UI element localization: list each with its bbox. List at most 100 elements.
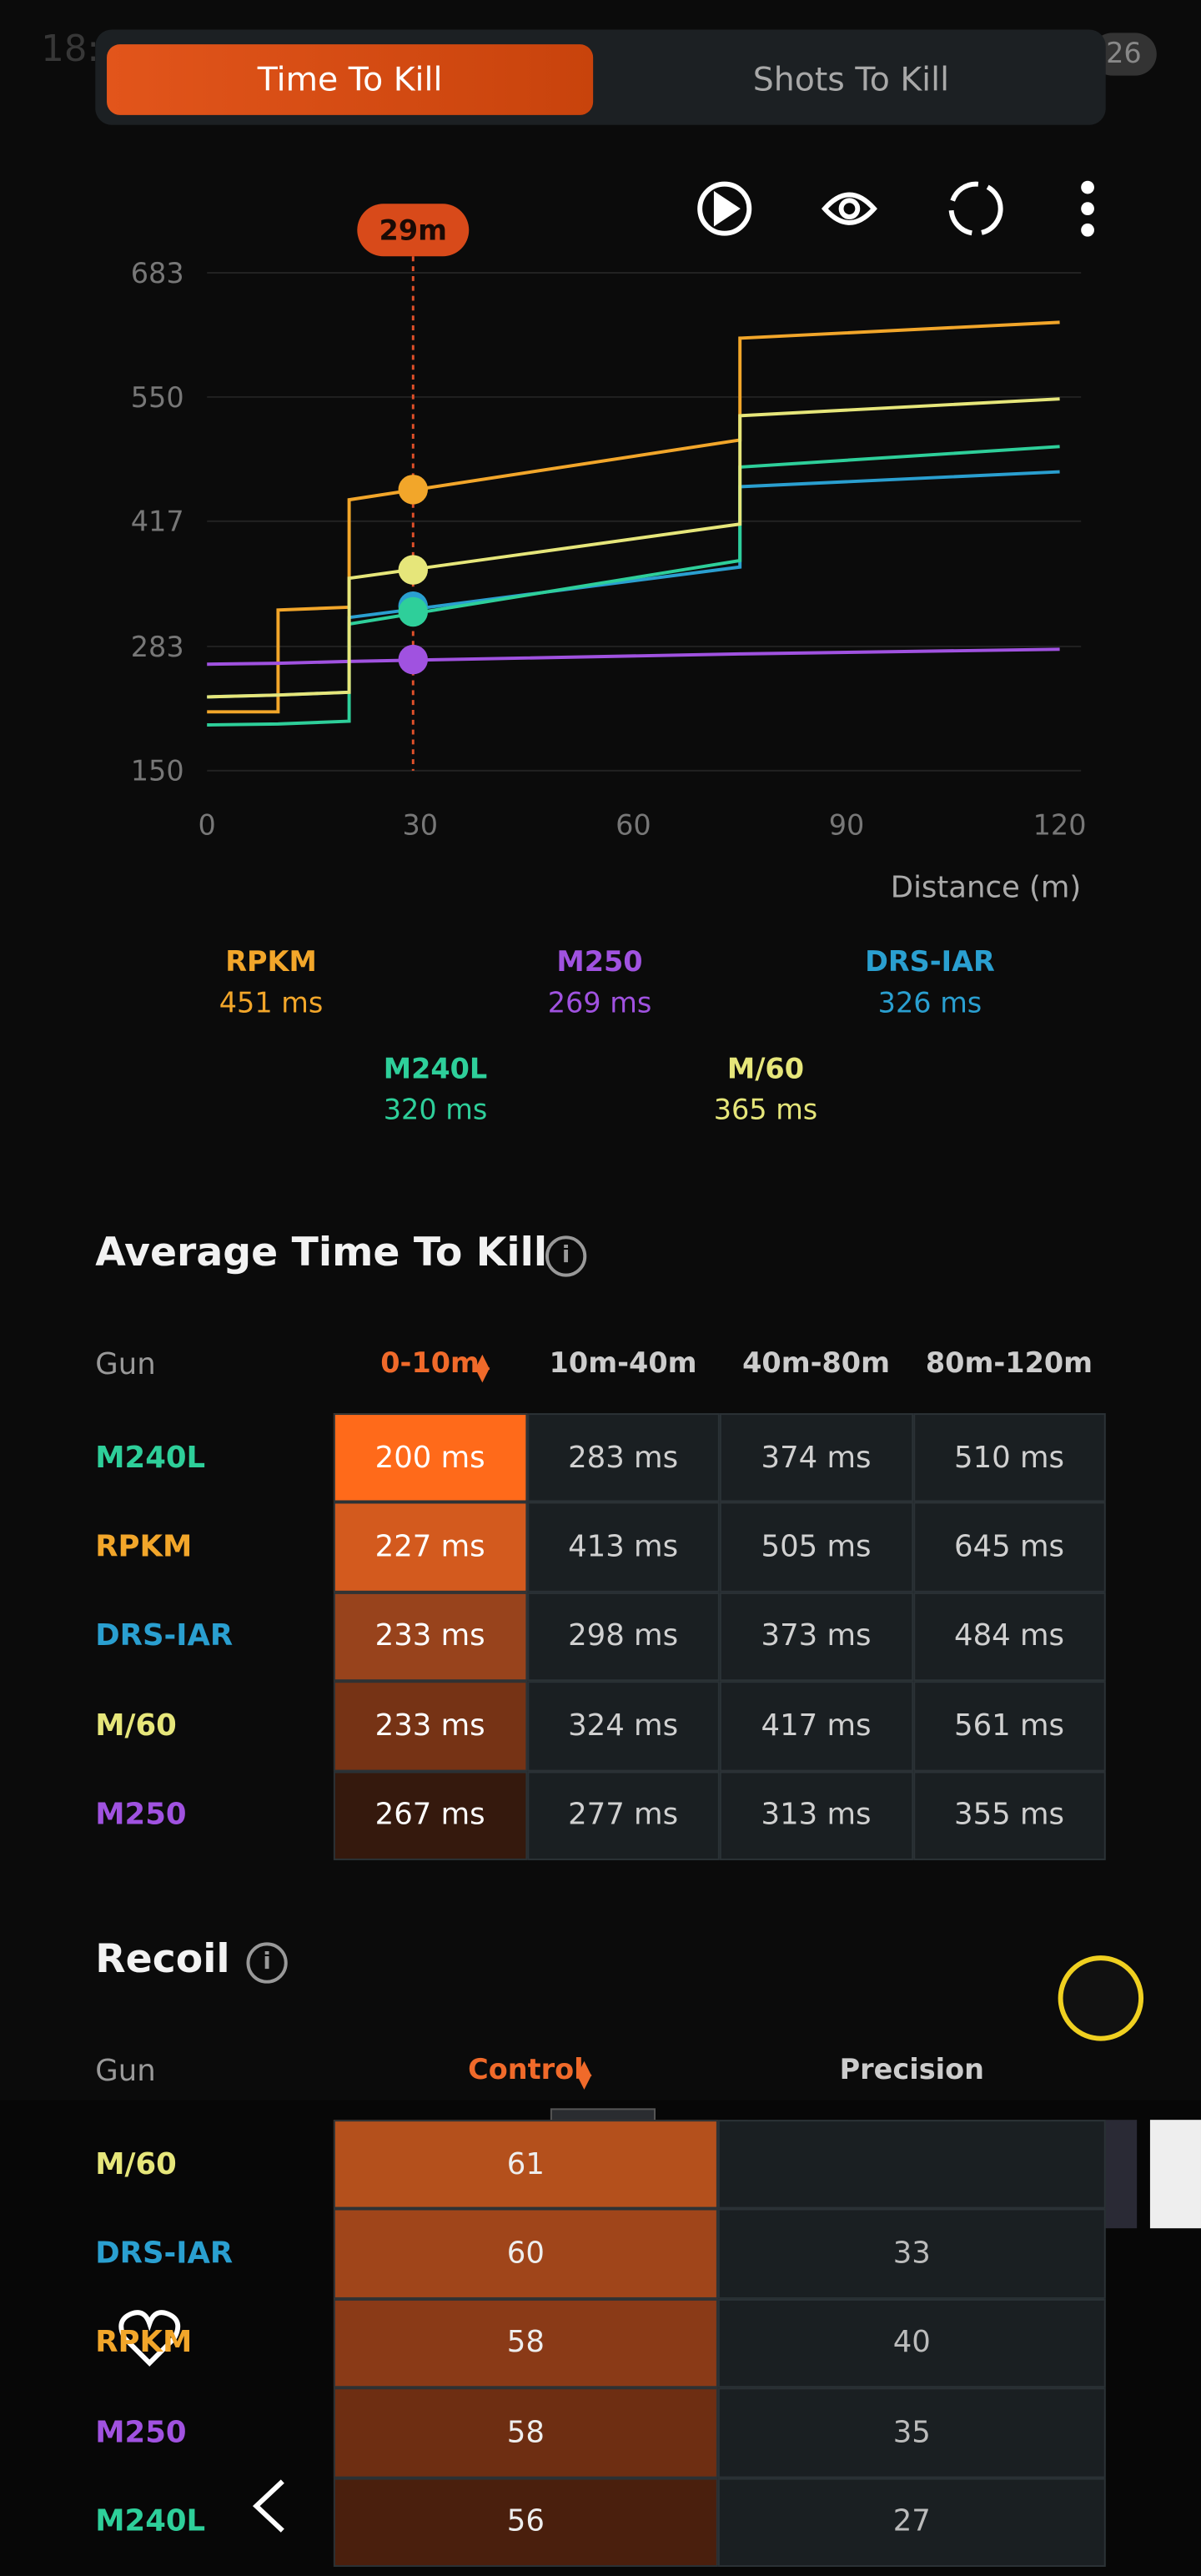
tab[interactable]: Shots To Kill xyxy=(752,58,950,99)
sort-icon: ▲ ▼ xyxy=(576,2055,592,2092)
marker-dot xyxy=(398,475,429,505)
info-icon[interactable]: i xyxy=(545,1235,587,1277)
text-scan-button[interactable] xyxy=(1058,1955,1144,2041)
y-tick-label: 417 xyxy=(131,506,184,538)
table-cell: 417 ms xyxy=(719,1681,913,1771)
legend-name: M240L xyxy=(384,1052,488,1084)
table-cell: 58 xyxy=(333,2298,718,2388)
marker-dot xyxy=(398,555,429,585)
legend-value: 451 ms xyxy=(219,986,324,1019)
column-header: 80m-120m xyxy=(925,1347,1093,1381)
table-cell: 645 ms xyxy=(912,1502,1106,1592)
x-axis-label: Distance (m) xyxy=(891,871,1081,905)
column-header: 0-10m xyxy=(380,1347,480,1381)
column-header: 10m-40m xyxy=(549,1347,697,1381)
x-tick-label: 120 xyxy=(1033,809,1087,842)
table-cell: 27 xyxy=(717,2477,1106,2567)
column-header: Gun xyxy=(95,2054,156,2089)
table-cell: 374 ms xyxy=(719,1413,913,1503)
rotate-icon[interactable] xyxy=(948,181,1003,236)
column-header: Precision xyxy=(839,2054,984,2087)
y-tick-label: 550 xyxy=(131,381,184,414)
y-tick-label: 283 xyxy=(131,631,184,663)
table-cell: 233 ms xyxy=(333,1681,527,1771)
series-line xyxy=(207,445,1060,727)
table-cell: 60 xyxy=(333,2209,718,2299)
row-label: M250 xyxy=(95,2415,187,2450)
toolbar xyxy=(697,180,1094,237)
column-header: Gun xyxy=(95,1347,156,1382)
table-cell: 298 ms xyxy=(526,1592,720,1682)
row-label: DRS-IAR xyxy=(95,2236,234,2272)
marker-dot xyxy=(398,596,429,627)
column-header: Control xyxy=(468,2054,584,2087)
x-tick-label: 60 xyxy=(616,809,651,842)
legend-value: 269 ms xyxy=(548,986,652,1019)
y-tick-label: 683 xyxy=(131,257,184,289)
row-label: DRS-IAR xyxy=(95,1619,234,1654)
legend-value: 320 ms xyxy=(384,1094,488,1126)
column-header: 40m-80m xyxy=(742,1347,891,1381)
play-icon[interactable] xyxy=(697,181,752,236)
play-icon xyxy=(713,190,741,227)
legend-value: 326 ms xyxy=(878,986,982,1019)
x-tick-label: 0 xyxy=(198,809,216,842)
thumbnail[interactable] xyxy=(1149,2120,1201,2229)
table-cell xyxy=(717,2120,1106,2210)
favorite-icon[interactable] xyxy=(118,2310,181,2367)
x-tick-label: 90 xyxy=(829,809,865,842)
legend-name: DRS-IAR xyxy=(865,945,995,978)
row-label: M/60 xyxy=(95,2147,177,2182)
table-cell: 277 ms xyxy=(526,1770,720,1860)
info-icon[interactable]: i xyxy=(246,1942,288,1984)
table-cell: 355 ms xyxy=(912,1770,1106,1860)
table-cell: 373 ms xyxy=(719,1592,913,1682)
tab-active[interactable]: Time To Kill xyxy=(107,44,594,115)
chart: 150 283 417 550 683 0 30 60 90 120 Distance (m) 29m… xyxy=(131,180,1094,1126)
table-cell: 283 ms xyxy=(526,1413,720,1503)
table-cell: 233 ms xyxy=(333,1592,527,1682)
x-tick-label: 30 xyxy=(403,809,439,842)
table-cell: 561 ms xyxy=(912,1681,1106,1771)
table-cell: 505 ms xyxy=(719,1502,913,1592)
row-label: M240L xyxy=(95,1440,206,1476)
table-cell: 61 xyxy=(333,2120,718,2210)
table-cell: 313 ms xyxy=(719,1770,913,1860)
table-cell: 324 ms xyxy=(526,1681,720,1771)
marker-dot xyxy=(398,644,429,675)
menu-icon xyxy=(1081,202,1094,216)
sort-icon: ▲ ▼ xyxy=(475,1349,490,1386)
series-line xyxy=(207,647,1060,667)
row-label: M/60 xyxy=(95,1708,177,1743)
row-label: M240L xyxy=(95,2504,206,2540)
section-title: Recoil xyxy=(95,1935,230,1982)
table-cell: 56 xyxy=(333,2477,718,2567)
menu-icon xyxy=(1081,223,1094,237)
table-cell: 33 xyxy=(717,2209,1106,2299)
row-label: RPKM xyxy=(95,1530,193,1565)
nav-back[interactable] xyxy=(252,2479,284,2533)
marker-label: 29m xyxy=(379,214,447,247)
table-cell: 510 ms xyxy=(912,1413,1106,1503)
legend-value: 365 ms xyxy=(714,1094,818,1126)
table-cell: 413 ms xyxy=(526,1502,720,1592)
eye-icon xyxy=(838,198,861,219)
table-cell: 484 ms xyxy=(912,1592,1106,1682)
table-cell: 267 ms xyxy=(333,1770,527,1860)
marker-pill xyxy=(357,204,470,257)
legend-name: M/60 xyxy=(727,1052,804,1084)
row-label: M250 xyxy=(95,1798,187,1833)
legend-name: M250 xyxy=(556,945,642,978)
series-line xyxy=(207,320,1060,714)
table-cell: 200 ms xyxy=(333,1413,527,1503)
eye-icon[interactable] xyxy=(821,192,877,225)
menu-icon[interactable] xyxy=(1081,180,1094,194)
section-title: Average Time To Kill xyxy=(95,1229,548,1275)
table-cell: 58 xyxy=(333,2387,718,2478)
row-label: RPKM xyxy=(95,2326,193,2361)
table-cell: 40 xyxy=(717,2298,1106,2388)
table-cell: 227 ms xyxy=(333,1502,527,1592)
series-line xyxy=(207,397,1060,699)
